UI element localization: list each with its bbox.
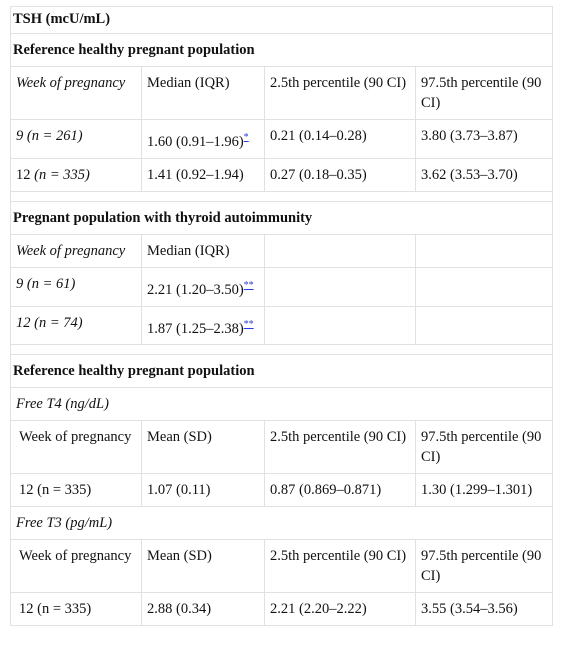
header-mean: Mean (SD) — [141, 539, 265, 594]
cell-mean: 2.88 (0.34) — [141, 592, 265, 627]
spacer-row — [10, 190, 553, 202]
cell-p25: 2.21 (2.20–2.22) — [264, 592, 416, 627]
empty-cell — [264, 305, 416, 346]
cell-week: 9 (n = 261) — [10, 119, 142, 159]
footnote-link[interactable]: ** — [243, 318, 254, 330]
header-week: Week of pregnancy — [10, 420, 142, 475]
cell-p975: 1.30 (1.299–1.301) — [415, 473, 553, 508]
cell-median: 1.60 (0.91–1.96)* — [141, 119, 265, 159]
week-n: (n = 335) — [34, 166, 90, 183]
cell-median: 1.41 (0.92–1.94) — [141, 157, 265, 192]
empty-cell — [264, 266, 416, 307]
subheading-row: Free T3 (pg/mL) — [10, 506, 553, 541]
table-row: 9 (n = 61) 2.21 (1.20–3.50)** — [10, 266, 553, 307]
cell-p25: 0.27 (0.18–0.35) — [264, 157, 416, 192]
cell-p25: 0.21 (0.14–0.28) — [264, 119, 416, 159]
thyroid-reference-table-container: TSH (mcU/mL) Reference healthy pregnant … — [10, 6, 553, 627]
table-header-row: Week of pregnancy Median (IQR) 2.5th per… — [10, 66, 553, 120]
cell-p975: 3.62 (3.53–3.70) — [415, 157, 553, 192]
section-heading-row: Reference healthy pregnant population — [10, 33, 553, 67]
empty-cell — [415, 305, 553, 346]
header-median: Median (IQR) — [141, 66, 265, 120]
header-p25: 2.5th percentile (90 CI) — [264, 420, 416, 475]
section-heading-ref2: Reference healthy pregnant population — [10, 354, 553, 389]
empty-cell — [415, 266, 553, 307]
table-header-row: Week of pregnancy Mean (SD) 2.5th percen… — [10, 539, 553, 594]
header-week: Week of pregnancy — [10, 66, 142, 120]
subheading-free-t4: Free T4 (ng/dL) — [10, 387, 553, 422]
median-value: 1.87 (1.25–2.38) — [147, 320, 244, 337]
footnote-link[interactable]: ** — [243, 279, 254, 291]
subheading-row: Free T4 (ng/dL) — [10, 387, 553, 422]
subheading-free-t3: Free T3 (pg/mL) — [10, 506, 553, 541]
cell-p975: 3.55 (3.54–3.56) — [415, 592, 553, 627]
table-row: 12 (n = 335) 1.07 (0.11) 0.87 (0.869–0.8… — [10, 473, 553, 508]
empty-cell — [264, 233, 416, 268]
table-row: 12 (n = 335) 1.41 (0.92–1.94) 0.27 (0.18… — [10, 157, 553, 192]
header-mean: Mean (SD) — [141, 420, 265, 475]
thyroid-reference-table: TSH (mcU/mL) Reference healthy pregnant … — [10, 6, 553, 627]
section-heading-ref1: Reference healthy pregnant population — [10, 33, 553, 67]
cell-p975: 3.80 (3.73–3.87) — [415, 119, 553, 159]
week-number: 12 — [16, 166, 31, 183]
cell-week: 12 (n = 335) — [10, 473, 142, 508]
cell-week: 12 (n = 74) — [10, 305, 142, 346]
header-week: Week of pregnancy — [10, 539, 142, 594]
footnote-link[interactable]: * — [243, 132, 249, 143]
header-p975: 97.5th percentile (90 CI) — [415, 539, 553, 594]
median-value: 1.60 (0.91–1.96) — [147, 133, 244, 150]
section-heading-row: Pregnant population with thyroid autoimm… — [10, 200, 553, 235]
header-median: Median (IQR) — [141, 233, 265, 268]
spacer-row — [10, 344, 553, 356]
cell-week: 12 (n = 335) — [10, 592, 142, 627]
cell-week: 12 (n = 335) — [10, 157, 142, 192]
table-row: 12 (n = 335) 2.88 (0.34) 2.21 (2.20–2.22… — [10, 592, 553, 627]
section-heading-autoimmunity: Pregnant population with thyroid autoimm… — [10, 200, 553, 235]
table-title: TSH (mcU/mL) — [10, 6, 553, 34]
header-p975: 97.5th percentile (90 CI) — [415, 66, 553, 120]
table-header-row: Week of pregnancy Mean (SD) 2.5th percen… — [10, 420, 553, 475]
table-row: 9 (n = 261) 1.60 (0.91–1.96)* 0.21 (0.14… — [10, 119, 553, 159]
median-value: 2.21 (1.20–3.50) — [147, 281, 244, 298]
header-p975: 97.5th percentile (90 CI) — [415, 420, 553, 475]
cell-median: 1.87 (1.25–2.38)** — [141, 305, 265, 346]
header-p25: 2.5th percentile (90 CI) — [264, 539, 416, 594]
cell-week: 9 (n = 61) — [10, 266, 142, 307]
header-p25: 2.5th percentile (90 CI) — [264, 66, 416, 120]
cell-median: 2.21 (1.20–3.50)** — [141, 266, 265, 307]
cell-mean: 1.07 (0.11) — [141, 473, 265, 508]
table-title-row: TSH (mcU/mL) — [10, 6, 553, 34]
table-row: 12 (n = 74) 1.87 (1.25–2.38)** — [10, 305, 553, 346]
section-heading-row: Reference healthy pregnant population — [10, 354, 553, 389]
header-week: Week of pregnancy — [10, 233, 142, 268]
empty-cell — [415, 233, 553, 268]
table-header-row: Week of pregnancy Median (IQR) — [10, 233, 553, 268]
cell-p25: 0.87 (0.869–0.871) — [264, 473, 416, 508]
